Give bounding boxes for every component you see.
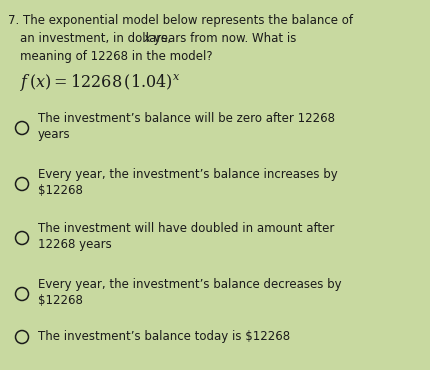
Text: The investment’s balance today is $12268: The investment’s balance today is $12268 [38, 330, 290, 343]
Text: x: x [143, 32, 150, 45]
Text: 7. The exponential model below represents the balance of: 7. The exponential model below represent… [8, 14, 353, 27]
Text: years: years [38, 128, 71, 141]
Text: Every year, the investment’s balance increases by: Every year, the investment’s balance inc… [38, 168, 338, 181]
Text: $12268: $12268 [38, 184, 83, 197]
Text: The investment’s balance will be zero after 12268: The investment’s balance will be zero af… [38, 112, 335, 125]
Text: meaning of 12268 in the model?: meaning of 12268 in the model? [20, 50, 212, 63]
Text: years from now. What is: years from now. What is [150, 32, 296, 45]
Text: 12268 years: 12268 years [38, 238, 112, 251]
Text: $12268: $12268 [38, 294, 83, 307]
Text: $f\,(x) = 12268\,(1.04)^{x}$: $f\,(x) = 12268\,(1.04)^{x}$ [20, 72, 180, 93]
Text: an investment, in dollars,: an investment, in dollars, [20, 32, 175, 45]
Text: Every year, the investment’s balance decreases by: Every year, the investment’s balance dec… [38, 278, 341, 291]
Text: The investment will have doubled in amount after: The investment will have doubled in amou… [38, 222, 335, 235]
